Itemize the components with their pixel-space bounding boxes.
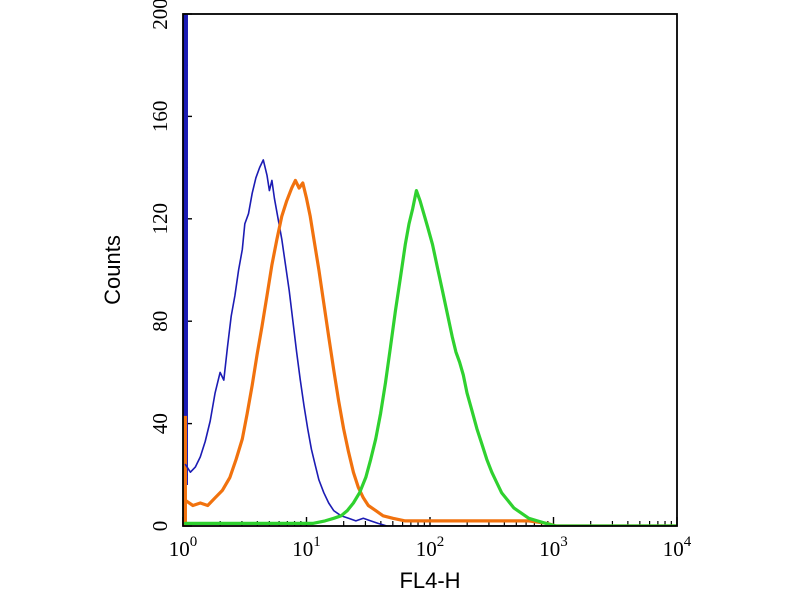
orange-histogram <box>183 178 677 526</box>
y-axis-title: Counts <box>100 235 125 305</box>
blue-histogram <box>184 159 677 526</box>
x-axis-tick-label: 104 <box>663 534 692 561</box>
y-axis-tick-label: 160 <box>148 101 172 132</box>
y-axis-tick-label: 80 <box>148 311 172 332</box>
plot-area-series <box>183 14 677 526</box>
x-axis-tick-label: 101 <box>292 534 321 561</box>
x-axis-tick-label: 103 <box>539 534 568 561</box>
plot-border <box>182 13 678 527</box>
y-axis-tick-label: 0 <box>148 521 172 532</box>
x-axis-tick-label: 102 <box>416 534 445 561</box>
x-axis-tick-label: 100 <box>169 534 198 561</box>
x-axis-title: FL4-H <box>399 568 460 593</box>
y-axis-tick-label: 40 <box>148 413 172 434</box>
y-axis-tick-label: 120 <box>148 203 172 235</box>
y-axis-tick-label: 200 <box>148 0 172 30</box>
green-histogram <box>183 189 677 526</box>
